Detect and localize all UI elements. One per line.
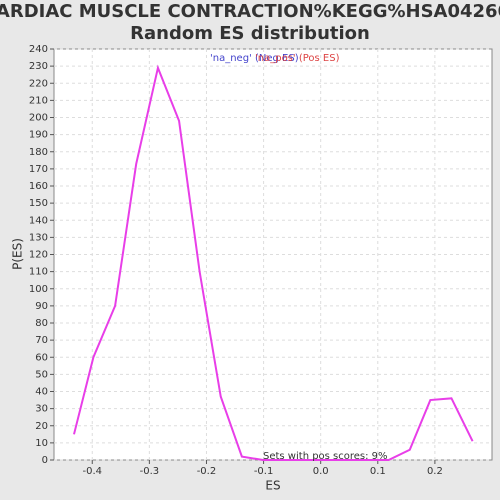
y-tick-label: 30 (35, 404, 48, 415)
y-tick-label: 60 (35, 352, 48, 363)
y-tick-label: 240 (29, 44, 48, 55)
y-tick-label: 80 (35, 318, 48, 329)
x-tick-label: -0.3 (140, 466, 160, 477)
y-tick-label: 50 (35, 369, 48, 380)
x-tick-label: -0.4 (83, 466, 103, 477)
y-axis-label: P(ES) (11, 238, 25, 270)
line-series (73, 64, 474, 461)
x-tick-label: 0.1 (370, 466, 386, 477)
y-tick-label: 70 (35, 335, 48, 346)
x-tick-label: -0.2 (197, 466, 217, 477)
y-tick-label: 190 (29, 130, 48, 141)
legend-entry: 'na_neg' (Neg ES) (210, 53, 299, 64)
y-tick-label: 90 (35, 301, 48, 312)
y-tick-label: 210 (29, 95, 48, 106)
y-tick-label: 170 (29, 164, 48, 175)
y-tick-label: 130 (29, 232, 48, 243)
x-tick-label: -0.1 (254, 466, 274, 477)
y-tick-label: 100 (29, 284, 48, 295)
y-tick-label: 110 (29, 267, 48, 278)
y-tick-label: 0 (42, 455, 48, 466)
legend-entry: 'na_pos' (Pos ES) (255, 53, 340, 64)
y-tick-label: 140 (29, 215, 48, 226)
y-tick-label: 40 (35, 387, 48, 398)
chart-title: CARDIAC MUSCLE CONTRACTION%KEGG%HSA04260… (0, 1, 500, 22)
y-tick-label: 160 (29, 181, 48, 192)
y-tick-label: 220 (29, 78, 48, 89)
y-tick-label: 180 (29, 147, 48, 158)
y-tick-label: 200 (29, 113, 48, 124)
y-tick-label: 10 (35, 438, 48, 449)
chart-title: Random ES distribution (130, 23, 370, 44)
y-tick-label: 150 (29, 198, 48, 209)
y-tick-label: 120 (29, 250, 48, 261)
x-tick-label: 0.0 (313, 466, 329, 477)
x-axis-label: ES (265, 479, 280, 493)
y-tick-label: 230 (29, 61, 48, 72)
annotation: Sets with pos scores: 9% (263, 451, 388, 462)
y-tick-label: 20 (35, 421, 48, 432)
x-tick-label: 0.2 (427, 466, 443, 477)
